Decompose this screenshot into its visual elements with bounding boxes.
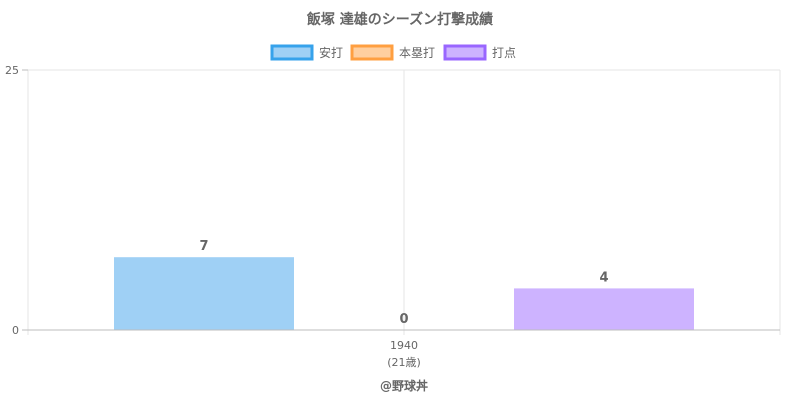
bar[interactable] (114, 257, 294, 330)
legend-label[interactable]: 本塁打 (399, 46, 435, 60)
bar-value-label: 7 (199, 239, 208, 254)
y-axis-ticks: 0 25 (5, 64, 28, 337)
legend-label[interactable]: 打点 (492, 46, 516, 60)
bars: 7 0 4 (114, 239, 694, 330)
y-tick-label: 0 (12, 324, 19, 337)
x-tick-label: 1940 (390, 339, 418, 352)
bar-value-label: 0 (399, 312, 408, 327)
legend-swatch[interactable] (270, 44, 314, 61)
chart-title: 飯塚 達雄のシーズン打撃成績 (306, 11, 493, 28)
bar-value-label: 4 (599, 270, 608, 285)
y-tick-label: 25 (5, 64, 19, 77)
credit-label: @野球丼 (380, 378, 428, 393)
grid (27, 69, 781, 335)
bar[interactable] (514, 288, 694, 330)
legend-swatch[interactable] (443, 44, 487, 61)
legend: 安打 本塁打 打点 (270, 44, 516, 61)
legend-label[interactable]: 安打 (319, 45, 343, 60)
x-tick-sublabel: (21歳) (387, 356, 421, 369)
legend-swatch[interactable] (350, 44, 394, 61)
